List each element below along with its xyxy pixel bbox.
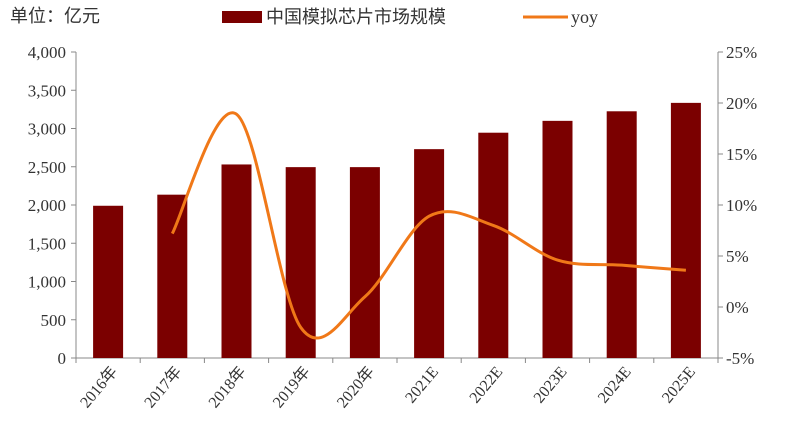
right-tick-label: 5% [726, 247, 749, 266]
left-tick-label: 4,000 [28, 43, 66, 62]
right-tick-label: 10% [726, 196, 757, 215]
left-tick-label: 1,000 [28, 273, 66, 292]
left-tick-label: 2,500 [28, 158, 66, 177]
left-tick-label: 500 [41, 311, 67, 330]
bar [93, 205, 124, 358]
left-tick-label: 1,500 [28, 234, 66, 253]
legend-bar-swatch [222, 11, 262, 23]
bar [414, 149, 445, 358]
legend-bar-label: 中国模拟芯片市场规模 [266, 7, 446, 27]
x-tick-label: 2017年 [141, 363, 186, 411]
bar [349, 167, 380, 358]
yoy-line [170, 111, 687, 340]
x-tick-label: 2025E [659, 364, 699, 407]
x-tick-label: 2019年 [269, 363, 314, 411]
right-tick-label: 20% [726, 94, 757, 113]
x-tick-label: 2023E [531, 364, 571, 407]
x-tick-label: 2022E [466, 364, 506, 407]
right-tick-label: -5% [726, 349, 754, 368]
x-tick-label: 2016年 [77, 363, 122, 411]
right-tick-label: 25% [726, 43, 757, 62]
legend-line-label: yoy [571, 7, 598, 27]
bar [606, 111, 637, 358]
bar [221, 164, 252, 358]
unit-label: 单位：亿元 [10, 6, 100, 26]
x-tick-label: 2024E [595, 364, 635, 407]
bar [670, 102, 701, 358]
bar [157, 194, 188, 358]
bar [542, 120, 573, 358]
left-tick-label: 0 [58, 349, 67, 368]
left-tick-label: 3,000 [28, 120, 66, 139]
x-tick-label: 2021E [402, 364, 442, 407]
right-tick-label: 15% [726, 145, 757, 164]
bar [478, 132, 509, 358]
right-tick-label: 0% [726, 298, 749, 317]
left-tick-label: 3,500 [28, 81, 66, 100]
left-tick-label: 2,000 [28, 196, 66, 215]
x-tick-label: 2020年 [333, 363, 378, 411]
x-tick-label: 2018年 [205, 363, 250, 411]
